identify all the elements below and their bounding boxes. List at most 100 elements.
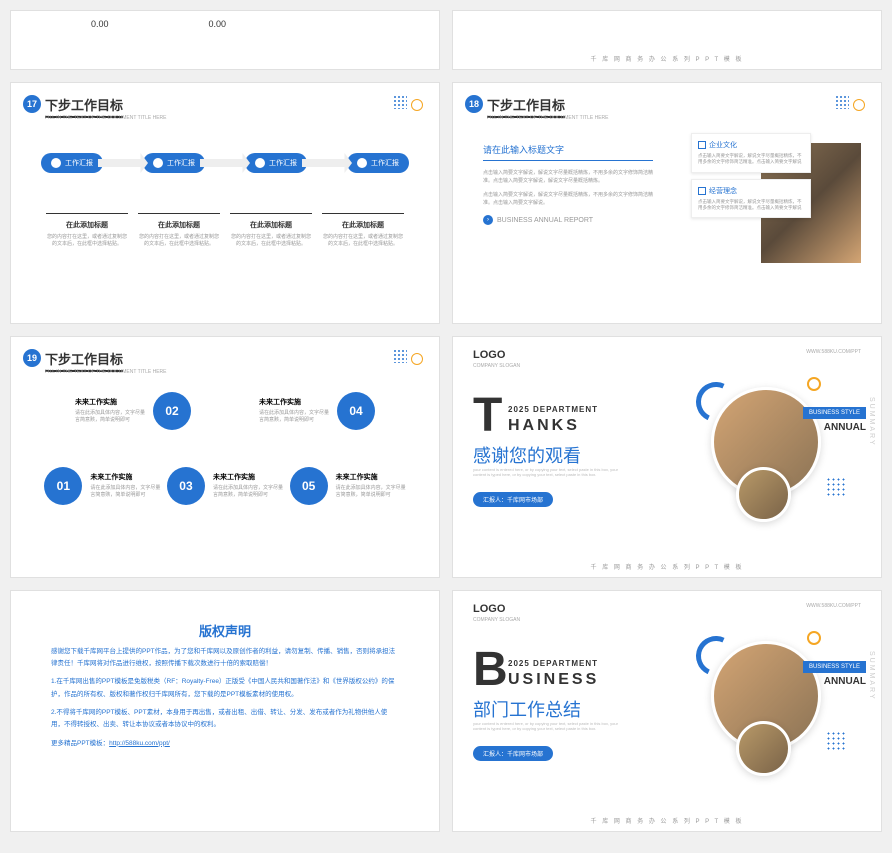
content-p1: 点击输入简要文字解说，解说文字尽量概括精炼，不用多余的文字修饰简洁精准。点击输入…: [483, 169, 653, 185]
more-label: 更多精品PPT模板：: [51, 740, 109, 747]
image-circles: BUSINESS STYLE ANNUAL: [681, 631, 861, 781]
slide-number: 18: [465, 95, 483, 113]
slide-subtitle: FILL IN THE TEXT OF THE DOCUMENT TITLE H…: [487, 115, 609, 121]
card-heading: 经营理念: [698, 186, 804, 196]
slide-copyright: 版权声明 感谢您下载千库网平台上提供的PPT作品，为了您和千库网以及原创作者的利…: [10, 590, 440, 832]
item-5: 05 未来工作实施请在此添加具体内容，文字尽量言简意赅，简单说明即可: [290, 467, 406, 505]
content-heading: 请在此输入标题文字: [483, 143, 653, 161]
col-text: 您的内容打在这里，或者通过复制您的文本后，在此框中选择粘贴。: [46, 234, 128, 248]
val2: 0.00: [209, 19, 227, 29]
desc-text: your content is entered here, or by copy…: [473, 467, 623, 478]
value-row: 0.00 0.00: [31, 19, 419, 29]
pill-1: 工作汇报: [41, 153, 103, 173]
dept-text: 2025 DEPARTMENT: [508, 405, 598, 414]
cn-title: 部门工作总结: [473, 696, 581, 722]
card-icon: [698, 141, 706, 149]
copyright-link[interactable]: http://588ku.com/ppt/: [109, 740, 170, 747]
col-4: 在此添加标题您的内容打在这里，或者通过复制您的文本后，在此框中选择粘贴。: [317, 213, 409, 248]
word-text: USINESS: [508, 671, 599, 689]
item-text: 未来工作实施请在此添加具体内容，文字尽量言简意赅，简单说明即可: [213, 472, 283, 499]
tag-label: BUSINESS STYLE: [803, 661, 866, 673]
left-content: 请在此输入标题文字 点击输入简要文字解说，解说文字尽量概括精炼，不用多余的文字修…: [483, 143, 653, 225]
cn-title: 感谢您的观看: [473, 442, 581, 468]
item-desc: 请在此添加具体内容，文字尽量言简意赅，简单说明即可: [213, 485, 283, 499]
card-text: 点击输入简要文字解说，解说文字尽量概括精炼，不用多余的文字修饰简洁精准。点击输入…: [698, 153, 804, 166]
circle-number: 02: [153, 392, 191, 430]
pill-label: 工作汇报: [167, 158, 195, 168]
link-row: › BUSINESS ANNUAL REPORT: [483, 215, 653, 225]
summary-text: SUMMARY: [868, 397, 875, 447]
col-3: 在此添加标题您的内容打在这里，或者通过复制您的文本后，在此框中选择粘贴。: [225, 213, 317, 248]
card-title: 企业文化: [709, 140, 737, 150]
circle-number: 04: [337, 392, 375, 430]
slide-19: 19 下步工作目标 FILL IN THE TEXT OF THE DOCUME…: [10, 336, 440, 578]
image-circles: BUSINESS STYLE ANNUAL: [681, 377, 861, 527]
logo-subtitle: COMPANY SLOGAN: [473, 617, 520, 623]
logo-text: LOGO: [473, 603, 505, 615]
slide-subtitle: FILL IN THE TEXT OF THE DOCUMENT TITLE H…: [45, 115, 167, 121]
arrow-shape: [302, 153, 352, 173]
circle-number: 05: [290, 467, 328, 505]
slide-footer: 千 库 网 商 务 办 公 系 列 P P T 模 板: [453, 816, 881, 825]
copyright-body: 感谢您下载千库网平台上提供的PPT作品，为了您和千库网以及原创作者的利益，请勿复…: [51, 646, 399, 756]
dots-decoration: [826, 731, 846, 751]
pill-label: 工作汇报: [371, 158, 399, 168]
col-text: 您的内容打在这里，或者通过复制您的文本后，在此框中选择粘贴。: [138, 234, 220, 248]
item-heading: 未来工作实施: [259, 397, 329, 407]
item-desc: 请在此添加具体内容，文字尽量言简意赅，简单说明即可: [75, 410, 145, 424]
item-text: 未来工作实施请在此添加具体内容，文字尽量言简意赅，简单说明即可: [336, 472, 406, 499]
link-text: BUSINESS ANNUAL REPORT: [497, 217, 593, 224]
decoration-dots: [393, 349, 423, 369]
circle-image-small: [736, 467, 791, 522]
circle-number: 01: [44, 467, 82, 505]
item-2: 未来工作实施请在此添加具体内容，文字尽量言简意赅，简单说明即可02: [75, 392, 191, 430]
slide-business: LOGO COMPANY SLOGAN WWW.588KU.COM/PPT B …: [452, 590, 882, 832]
card-text: 点击输入简要文字解说，解说文字尽量概括精炼，不用多余的文字修饰简洁精准。点击输入…: [698, 199, 804, 212]
col-heading: 在此添加标题: [138, 213, 220, 230]
word-text: HANKS: [508, 417, 580, 435]
card-title: 经营理念: [709, 186, 737, 196]
big-letter: T: [473, 397, 502, 435]
reporter-badge: 汇报人：千库网市场部: [473, 746, 553, 761]
summary-text: SUMMARY: [868, 651, 875, 701]
decoration-dots: [393, 95, 423, 115]
slide-footer: 千 库 网 商 务 办 公 系 列 P P T 模 板: [453, 54, 881, 63]
reporter-badge: 汇报人：千库网市场部: [473, 492, 553, 507]
big-letter: B: [473, 651, 508, 689]
col-text: 您的内容打在这里，或者通过复制您的文本后，在此框中选择粘贴。: [322, 234, 404, 248]
circle-image-small: [736, 721, 791, 776]
pill-icon: [51, 158, 61, 168]
arrow-icon: ›: [483, 215, 493, 225]
url-text: WWW.588KU.COM/PPT: [806, 349, 861, 355]
tag-label: BUSINESS STYLE: [803, 407, 866, 419]
slide-thanks: LOGO COMPANY SLOGAN WWW.588KU.COM/PPT T …: [452, 336, 882, 578]
col-1: 在此添加标题您的内容打在这里，或者通过复制您的文本后，在此框中选择粘贴。: [41, 213, 133, 248]
logo-subtitle: COMPANY SLOGAN: [473, 363, 520, 369]
item-4: 未来工作实施请在此添加具体内容，文字尽量言简意赅，简单说明即可 04: [259, 392, 375, 430]
dept-text: 2025 DEPARTMENT: [508, 659, 598, 668]
pill-icon: [255, 158, 265, 168]
item-heading: 未来工作实施: [336, 472, 406, 482]
slide-18: 18 下步工作目标 FILL IN THE TEXT OF THE DOCUME…: [452, 82, 882, 324]
slide-partial-right: 千 库 网 商 务 办 公 系 列 P P T 模 板: [452, 10, 882, 70]
slide-17: 17 下步工作目标 FILL IN THE TEXT OF THE DOCUME…: [10, 82, 440, 324]
slide-number: 17: [23, 95, 41, 113]
item-desc: 请在此添加具体内容，文字尽量言简意赅，简单说明即可: [336, 485, 406, 499]
item-heading: 未来工作实施: [213, 472, 283, 482]
tag-label2: ANNUAL: [824, 422, 866, 433]
item-desc: 请在此添加具体内容，文字尽量言简意赅，简单说明即可: [259, 410, 329, 424]
copyright-more: 更多精品PPT模板：http://588ku.com/ppt/: [51, 738, 399, 750]
decoration-dots: [835, 95, 865, 115]
tag-label2: ANNUAL: [824, 676, 866, 687]
pill-2: 工作汇报: [143, 153, 205, 173]
col-2: 在此添加标题您的内容打在这里，或者通过复制您的文本后，在此框中选择粘贴。: [133, 213, 225, 248]
arrow-shape: [98, 153, 148, 173]
card-icon: [698, 187, 706, 195]
arrow-shape: [200, 153, 250, 173]
circle-number: 03: [167, 467, 205, 505]
bottom-columns: 在此添加标题您的内容打在这里，或者通过复制您的文本后，在此框中选择粘贴。 在此添…: [41, 213, 409, 248]
flow-top: 未来工作实施请在此添加具体内容，文字尽量言简意赅，简单说明即可 02 未来工作实施…: [41, 392, 409, 430]
item-desc: 请在此添加具体内容，文字尽量言简意赅，简单说明即可: [90, 485, 160, 499]
url-text: WWW.588KU.COM/PPT: [806, 603, 861, 609]
item-text: 未来工作实施请在此添加具体内容，文字尽量言简意赅，简单说明即可: [90, 472, 160, 499]
